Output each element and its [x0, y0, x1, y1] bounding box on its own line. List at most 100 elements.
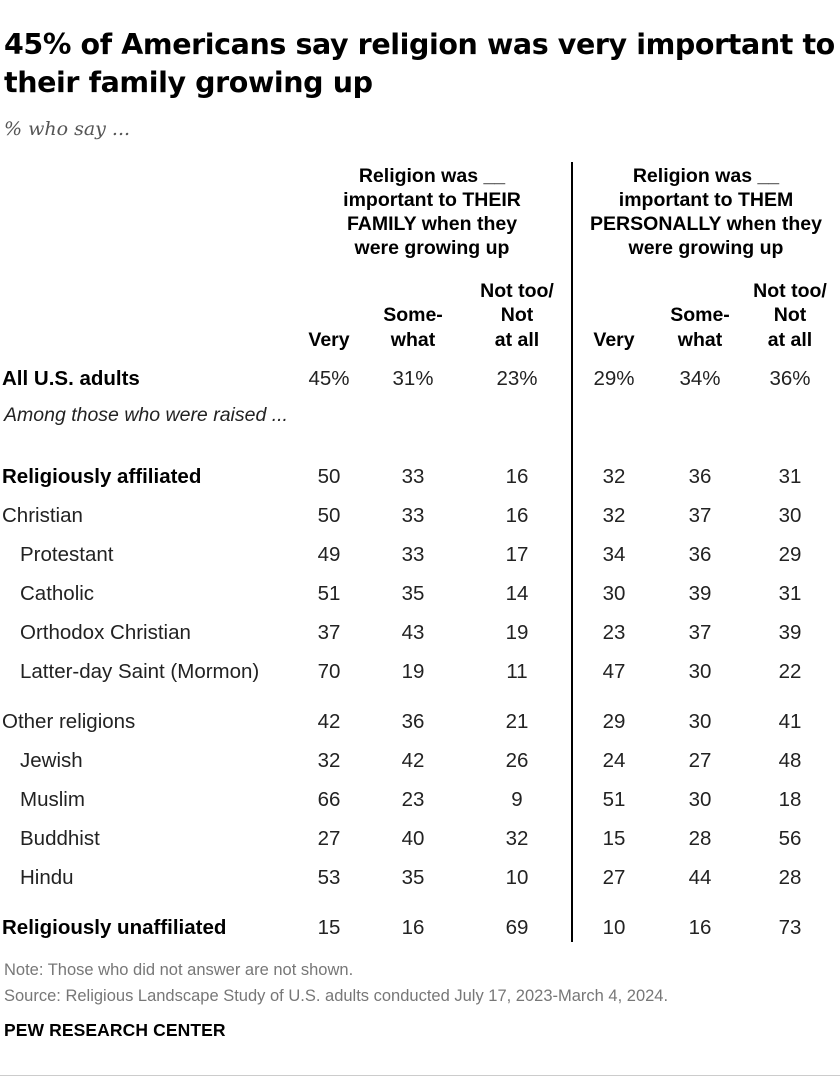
- table-cell: 36: [401, 710, 425, 733]
- table-cell: 70: [317, 660, 341, 683]
- table-cell: 10: [505, 866, 529, 889]
- note-text: Note: Those who did not answer are not s…: [4, 961, 354, 979]
- table-row: All U.S. adults 45% 31% 23% 29% 34% 36%: [0, 364, 840, 394]
- table-cell: 41: [778, 710, 802, 733]
- row-label: Hindu: [20, 866, 74, 889]
- table-cell: 33: [401, 543, 425, 566]
- row-label: Latter-day Saint (Mormon): [20, 660, 260, 683]
- table-cell: 42: [317, 710, 341, 733]
- row-label: Religiously affiliated: [2, 465, 202, 488]
- intro-text: Among those who were raised ...: [4, 404, 288, 426]
- table-cell: 47: [602, 660, 626, 683]
- table-cell: 15: [602, 827, 626, 850]
- table-row: Christian 50 33 16 32 37 30: [0, 501, 840, 531]
- table-cell: 37: [688, 504, 712, 527]
- table-cell: 16: [505, 504, 529, 527]
- table-cell: 36: [688, 543, 712, 566]
- table-cell: 30: [688, 710, 712, 733]
- column-group-header: Religion was __ important to THEM PERSON…: [590, 165, 822, 259]
- table-cell: 24: [602, 749, 626, 772]
- table-cell: 37: [317, 621, 341, 644]
- table-cell: 30: [688, 788, 712, 811]
- table-cell: 31%: [392, 367, 434, 390]
- table-cell: 9: [511, 788, 523, 811]
- table-cell: 16: [505, 465, 529, 488]
- table-cell: 29%: [593, 367, 635, 390]
- table-cell: 15: [317, 916, 341, 939]
- table-cell: 53: [317, 866, 341, 889]
- table-cell: 33: [401, 504, 425, 527]
- table-cell: 10: [602, 916, 626, 939]
- table-cell: 32: [505, 827, 529, 850]
- table-cell: 50: [317, 465, 341, 488]
- table-cell: 39: [688, 582, 712, 605]
- table-row: Hindu 53 35 10 27 44 28: [0, 863, 840, 893]
- table-cell: 29: [602, 710, 626, 733]
- table-cell: 23%: [496, 367, 538, 390]
- table-cell: 33: [401, 465, 425, 488]
- row-label: All U.S. adults: [2, 367, 140, 390]
- table-cell: 30: [778, 504, 802, 527]
- column-header: Some- what: [670, 304, 730, 351]
- table-cell: 31: [778, 465, 802, 488]
- table-cell: 39: [778, 621, 802, 644]
- table-cell: 23: [401, 788, 425, 811]
- table-cell: 27: [602, 866, 626, 889]
- table-cell: 44: [688, 866, 712, 889]
- table-cell: 66: [317, 788, 341, 811]
- table-cell: 19: [401, 660, 425, 683]
- row-label: Muslim: [20, 788, 85, 811]
- table-cell: 22: [778, 660, 802, 683]
- row-label: Catholic: [20, 582, 95, 605]
- table-cell: 35: [401, 582, 425, 605]
- row-label: Protestant: [20, 543, 114, 566]
- table-cell: 40: [401, 827, 425, 850]
- table-cell: 69: [505, 916, 529, 939]
- table-cell: 11: [506, 660, 528, 683]
- table-cell: 21: [505, 710, 529, 733]
- row-label: Buddhist: [20, 827, 100, 850]
- table-cell: 18: [778, 788, 802, 811]
- table-cell: 50: [317, 504, 341, 527]
- table-cell: 43: [401, 621, 425, 644]
- table-row: Buddhist 27 40 32 15 28 56: [0, 824, 840, 854]
- table-row: Religiously unaffiliated 15 16 69 10 16 73: [0, 913, 840, 943]
- table-cell: 17: [505, 543, 529, 566]
- table-row: Orthodox Christian 37 43 19 23 37 39: [0, 618, 840, 648]
- footer-divider: [0, 1075, 840, 1076]
- column-group-header: Religion was __ important to THEIR FAMIL…: [343, 165, 521, 259]
- table-row: Jewish 32 42 26 24 27 48: [0, 746, 840, 776]
- table-cell: 16: [401, 916, 425, 939]
- table-cell: 16: [688, 916, 712, 939]
- row-label: Religiously unaffiliated: [2, 916, 227, 939]
- table-cell: 32: [602, 465, 626, 488]
- table-cell: 45%: [308, 367, 350, 390]
- table-cell: 34%: [679, 367, 721, 390]
- table-cell: 36: [688, 465, 712, 488]
- row-label: Christian: [2, 504, 83, 527]
- column-header: Not too/ Not at all: [753, 279, 827, 351]
- table-cell: 51: [317, 582, 341, 605]
- column-group-divider: [571, 162, 573, 942]
- source-text: Source: Religious Landscape Study of U.S…: [4, 987, 669, 1005]
- table-cell: 51: [602, 788, 626, 811]
- row-label: Orthodox Christian: [20, 621, 191, 644]
- table-row: Latter-day Saint (Mormon) 70 19 11 47 30 22: [0, 657, 840, 687]
- chart-subtitle: % who say ...: [4, 118, 131, 140]
- table-cell: 32: [317, 749, 341, 772]
- table-row: Other religions 42 36 21 29 30 41: [0, 707, 840, 737]
- table-cell: 23: [602, 621, 626, 644]
- table-cell: 30: [688, 660, 712, 683]
- table-cell: 27: [688, 749, 712, 772]
- table-cell: 49: [317, 543, 341, 566]
- table-cell: 56: [778, 827, 802, 850]
- table-cell: 26: [505, 749, 529, 772]
- table-cell: 28: [778, 866, 802, 889]
- table-cell: 31: [778, 582, 802, 605]
- table-cell: 19: [505, 621, 529, 644]
- table-cell: 73: [778, 916, 802, 939]
- table-cell: 28: [688, 827, 712, 850]
- table-cell: 30: [602, 582, 626, 605]
- row-label: Other religions: [2, 710, 136, 733]
- column-header: Not too/ Not at all: [480, 279, 554, 351]
